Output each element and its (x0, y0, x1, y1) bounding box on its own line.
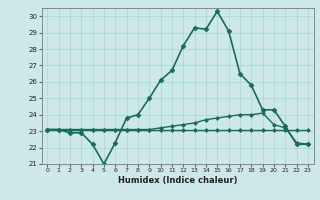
X-axis label: Humidex (Indice chaleur): Humidex (Indice chaleur) (118, 176, 237, 185)
